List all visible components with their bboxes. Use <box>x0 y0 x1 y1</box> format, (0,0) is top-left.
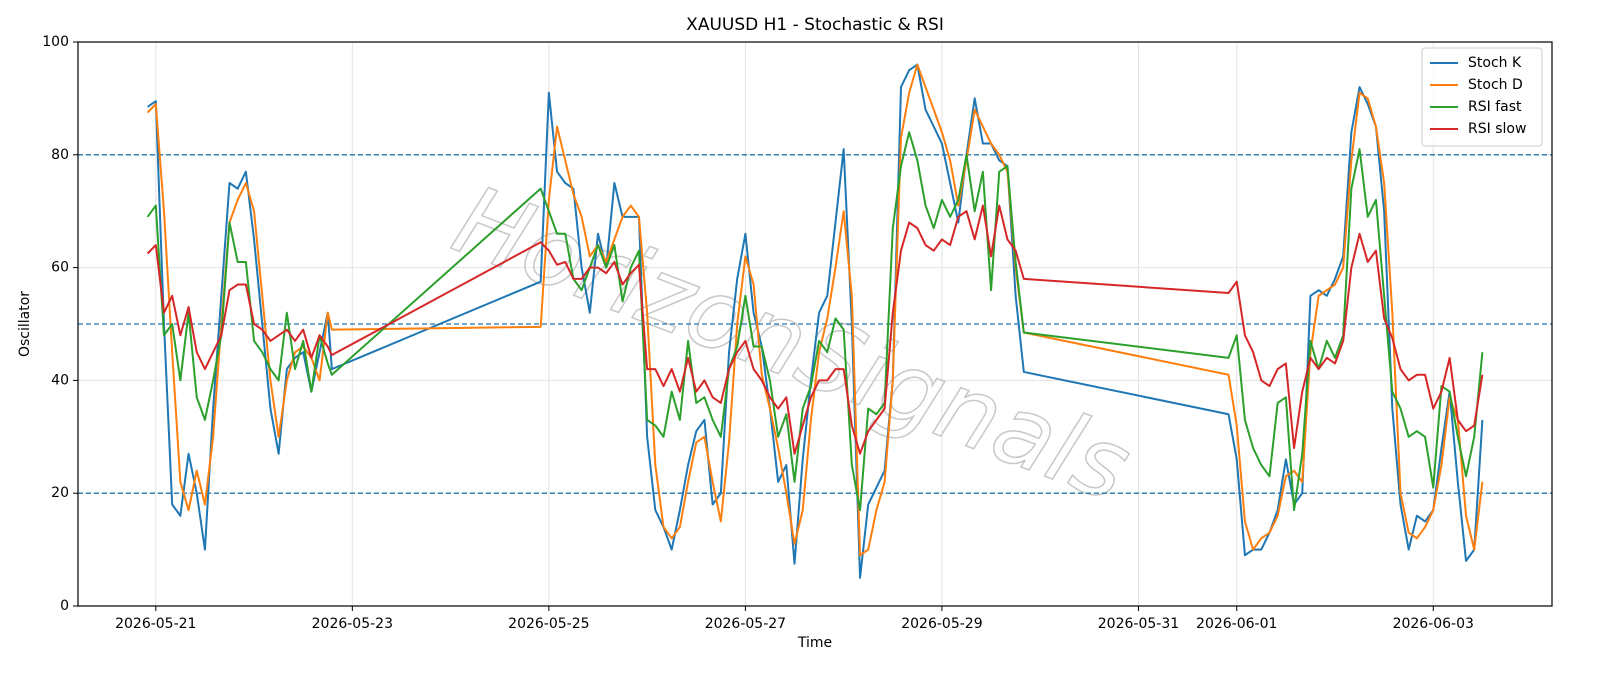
x-tick-label: 2026-05-23 <box>312 616 393 632</box>
y-tick-label: 100 <box>42 34 69 50</box>
x-tick-label: 2026-05-29 <box>901 616 982 632</box>
series-line <box>146 204 1484 455</box>
legend-box <box>1421 47 1543 147</box>
y-tick-label: 80 <box>51 147 69 163</box>
legend-label: Stoch D <box>1468 77 1523 93</box>
y-tick-label: 20 <box>51 485 69 501</box>
x-tick-label: 2026-06-01 <box>1196 616 1277 632</box>
x-tick-label: 2026-05-25 <box>508 616 589 632</box>
series-line <box>146 131 1484 512</box>
x-tick-label: 2026-05-21 <box>115 616 196 632</box>
legend-label: RSI fast <box>1468 99 1522 115</box>
x-axis-label: Time <box>797 635 832 651</box>
y-tick-label: 40 <box>51 372 69 388</box>
plot-frame <box>77 41 1553 607</box>
chart-title: XAUUSD H1 - Stochastic & RSI <box>686 15 944 35</box>
x-tick-label: 2026-05-31 <box>1098 616 1179 632</box>
y-axis-label: Oscillator <box>17 291 33 357</box>
legend-label: RSI slow <box>1468 121 1526 137</box>
legend-label: Stoch K <box>1468 55 1522 71</box>
series-line <box>147 63 1484 579</box>
x-tick-label: 2026-05-27 <box>705 616 786 632</box>
x-tick-label: 2026-06-03 <box>1393 616 1474 632</box>
y-tick-label: 0 <box>60 598 69 614</box>
y-tick-label: 60 <box>51 260 69 276</box>
